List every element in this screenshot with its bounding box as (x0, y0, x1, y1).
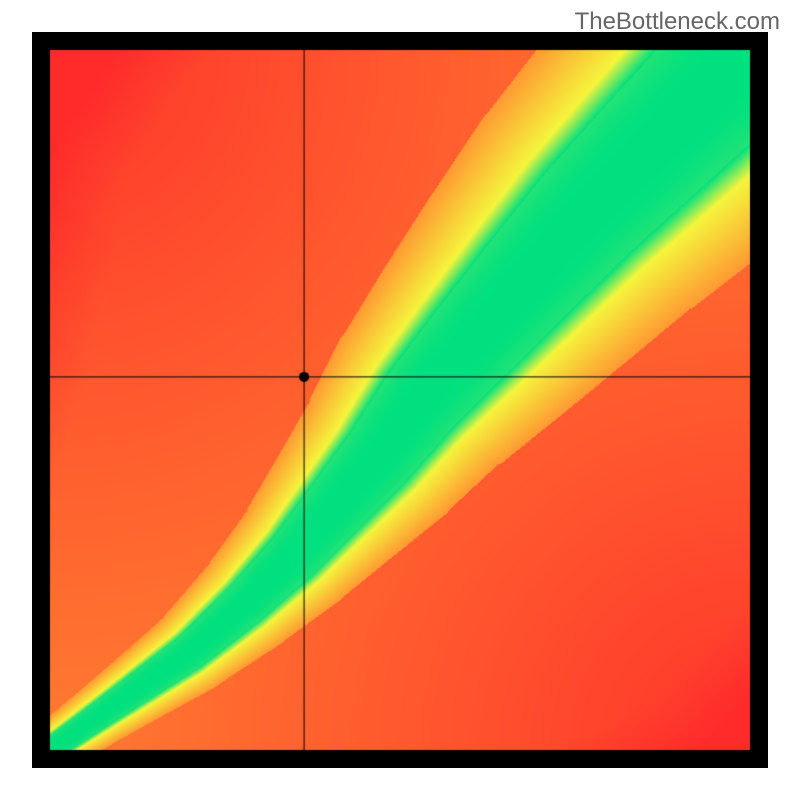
watermark-text: TheBottleneck.com (575, 8, 780, 36)
chart-container: TheBottleneck.com (0, 0, 800, 800)
heatmap-canvas (32, 32, 768, 768)
plot-area (32, 32, 768, 768)
